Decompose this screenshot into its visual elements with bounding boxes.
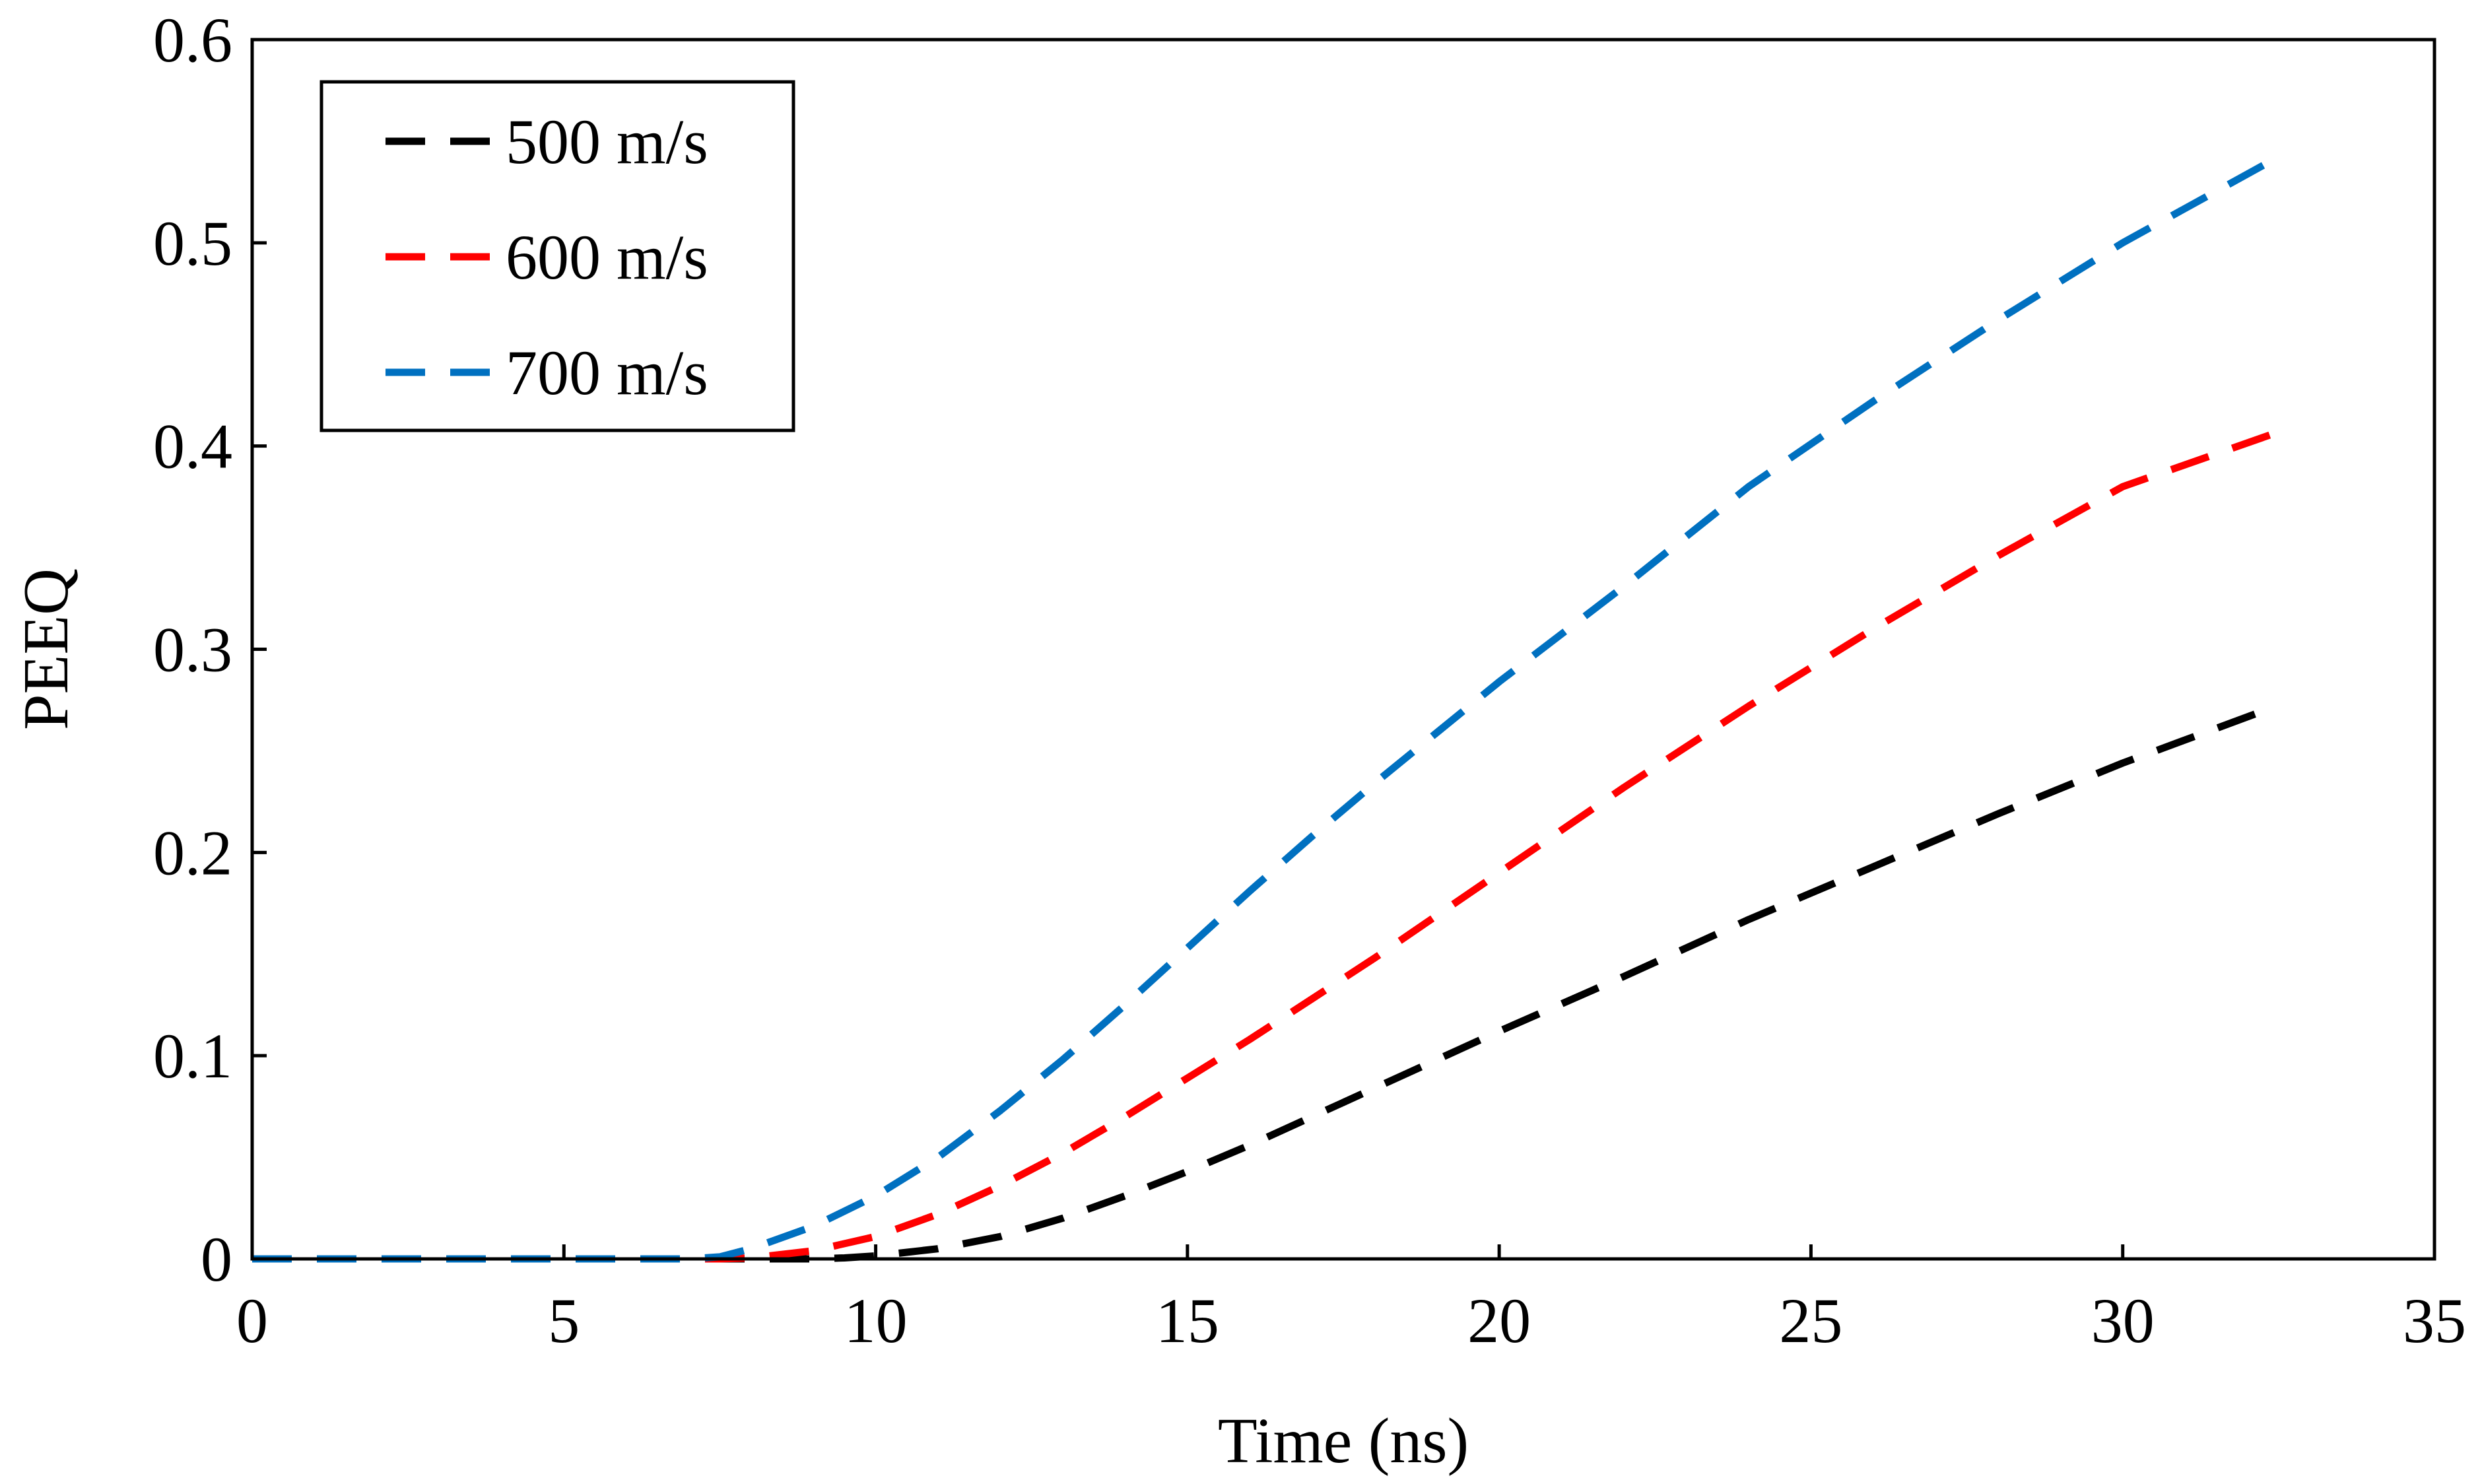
x-axis-title: Time (ns) — [1218, 1405, 1469, 1477]
legend-item: 700 m/s — [386, 337, 708, 408]
legend-label: 700 m/s — [506, 337, 708, 408]
legend-label: 600 m/s — [506, 222, 708, 292]
series-line-2 — [252, 150, 2287, 1263]
y-axis-title: PEEQ — [11, 568, 82, 730]
ticks-layer: 0 5 10 15 20 25 30 35 0 0.1 0.2 0.3 0.4 0.5 0.6 — [153, 5, 2466, 1356]
y-tick-label: 0.3 — [153, 615, 232, 685]
legend-item: 600 m/s — [386, 222, 708, 292]
x-tick-label: 35 — [2403, 1285, 2466, 1356]
x-tick-label: 30 — [2091, 1285, 2155, 1356]
x-tick-label: 0 — [236, 1285, 268, 1356]
x-tick-label: 20 — [1467, 1285, 1531, 1356]
y-tick-label: 0.4 — [153, 411, 232, 482]
legend-label: 500 m/s — [506, 106, 708, 177]
y-tick-label: 0.2 — [153, 817, 232, 888]
x-tick-label: 10 — [844, 1285, 908, 1356]
x-tick-label: 15 — [1156, 1285, 1219, 1356]
legend-item: 500 m/s — [386, 106, 708, 177]
y-tick-label: 0.6 — [153, 5, 232, 75]
y-tick-label: 0 — [201, 1224, 232, 1295]
y-tick-label: 0.5 — [153, 208, 232, 279]
y-tick-label: 0.1 — [153, 1021, 232, 1091]
x-tick-label: 25 — [1779, 1285, 1842, 1356]
x-tick-label: 5 — [548, 1285, 580, 1356]
series-line-1 — [252, 426, 2287, 1263]
legend: 500 m/s 600 m/s 700 m/s — [319, 80, 795, 432]
